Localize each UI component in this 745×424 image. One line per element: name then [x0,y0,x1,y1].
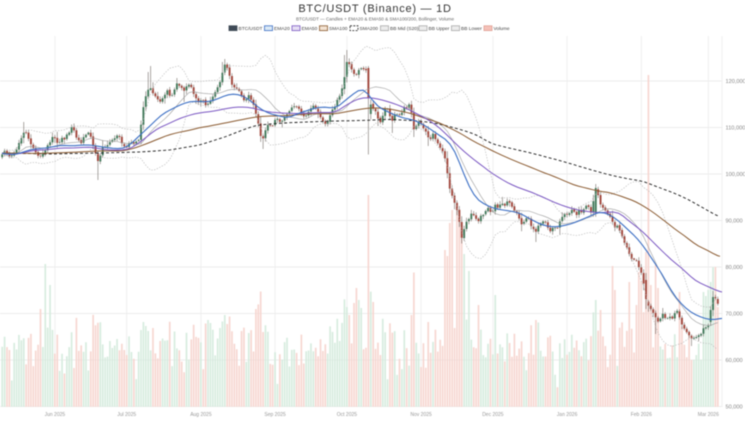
svg-text:BB Mid (S20): BB Mid (S20) [390,26,419,32]
svg-text:Oct 2025: Oct 2025 [337,412,358,418]
svg-text:60,000: 60,000 [726,358,743,364]
svg-text:EMA50: EMA50 [302,26,318,32]
svg-text:Dec 2025: Dec 2025 [482,412,504,418]
svg-text:Jan 2026: Jan 2026 [557,412,578,418]
svg-text:BTC/USDT: BTC/USDT [239,26,263,32]
svg-text:BTC/USDT — Candles + EMA20 & E: BTC/USDT — Candles + EMA20 & EMA50 & SMA… [296,17,455,22]
svg-text:SMA100: SMA100 [329,26,348,32]
svg-text:EMA20: EMA20 [274,26,290,32]
svg-text:BB Lower: BB Lower [461,26,482,32]
svg-text:Jun 2025: Jun 2025 [45,412,66,418]
svg-text:Volume: Volume [494,26,510,32]
svg-text:BTC/USDT (Binance) — 1D: BTC/USDT (Binance) — 1D [298,3,451,15]
svg-text:50,000: 50,000 [726,405,743,411]
svg-text:Feb 2026: Feb 2026 [631,412,652,418]
svg-text:70,000: 70,000 [726,312,743,318]
svg-text:80,000: 80,000 [726,265,743,271]
svg-text:Aug 2025: Aug 2025 [190,412,212,418]
svg-text:Mar 2026: Mar 2026 [698,412,719,418]
svg-text:100,000: 100,000 [726,172,745,178]
svg-text:90,000: 90,000 [726,219,743,225]
svg-text:Jul 2025: Jul 2025 [117,412,136,418]
svg-text:Nov 2025: Nov 2025 [410,412,432,418]
svg-text:BB Upper: BB Upper [429,26,450,32]
svg-text:Sep 2025: Sep 2025 [264,412,286,418]
svg-text:SMA200: SMA200 [360,26,379,32]
svg-text:120,000: 120,000 [726,79,745,85]
svg-text:110,000: 110,000 [726,126,745,132]
